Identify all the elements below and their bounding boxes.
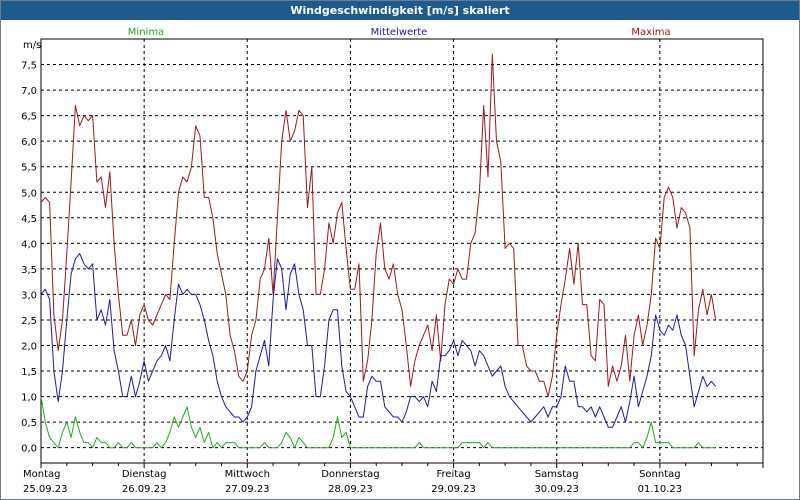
y-tick-label: 5,5: [21, 163, 37, 174]
x-tick-day: Mittwoch: [225, 469, 270, 480]
y-tick-label: 0,5: [21, 418, 37, 429]
x-tick-day: Dienstag: [122, 469, 167, 480]
y-tick-label: 1,0: [21, 393, 37, 404]
y-tick-label: 6,0: [21, 137, 37, 148]
y-tick-label: 7,5: [21, 61, 37, 72]
y-tick-label: 5,0: [21, 188, 37, 199]
y-tick-label: 2,0: [21, 342, 37, 353]
x-tick-date: 30.09.23: [534, 484, 579, 495]
y-axis-unit: m/s: [23, 40, 41, 51]
y-tick-label: 3,5: [21, 265, 37, 276]
y-tick-label: 6,5: [21, 112, 37, 123]
legend-item-mittelwerte: Mittelwerte: [371, 27, 428, 38]
series-line-maxima: [40, 53, 717, 398]
y-tick-label: 4,0: [21, 239, 37, 250]
series-line-minima: [40, 396, 716, 449]
x-tick-date: 01.10.23: [638, 484, 683, 495]
x-tick-day: Montag: [23, 469, 60, 480]
x-tick-date: 28.09.23: [328, 484, 373, 495]
x-tick-day: Samstag: [535, 469, 579, 480]
y-tick-label: 3,0: [21, 290, 37, 301]
x-tick-day: Freitag: [436, 469, 470, 480]
x-tick-date: 27.09.23: [225, 484, 270, 495]
chart-title: Windgeschwindigkeit [m/s] skaliert: [1, 1, 799, 20]
x-tick-date: 25.09.23: [23, 484, 68, 495]
legend-item-minima: Minima: [128, 27, 164, 38]
x-tick-date: 29.09.23: [431, 484, 476, 495]
y-tick-label: 0,0: [21, 444, 37, 455]
x-tick-date: 26.09.23: [122, 484, 167, 495]
x-tick-day: Donnerstag: [321, 469, 379, 480]
x-tick-day: Sonntag: [639, 469, 681, 480]
y-tick-label: 7,0: [21, 86, 37, 97]
y-tick-label: 1,5: [21, 367, 37, 378]
legend-item-maxima: Maxima: [631, 27, 670, 38]
y-tick-label: 2,5: [21, 316, 37, 327]
series-line-mittelwerte: [40, 253, 717, 428]
y-tick-label: 4,5: [21, 214, 37, 225]
